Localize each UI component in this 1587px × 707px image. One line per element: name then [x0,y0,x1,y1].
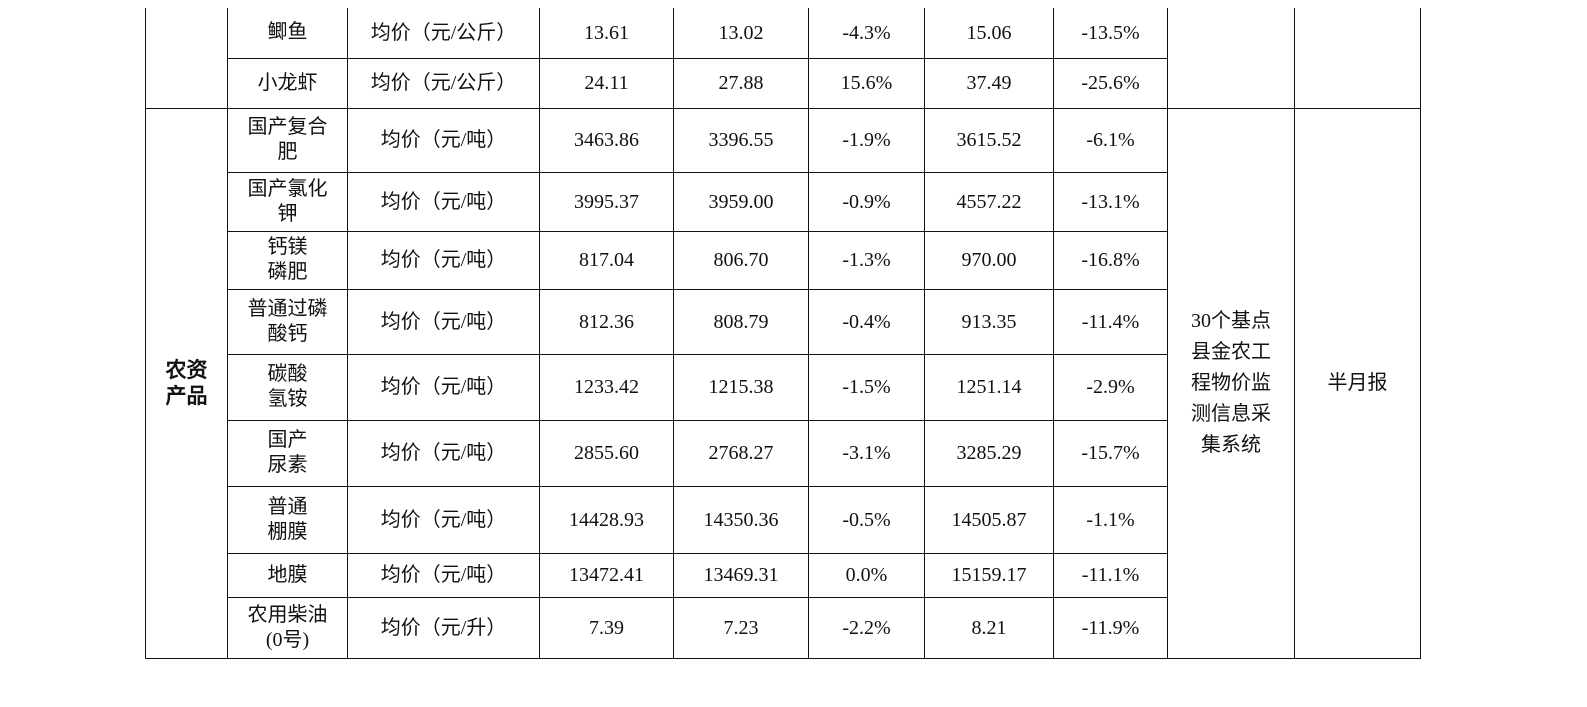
value-3: 1251.14 [924,353,1054,421]
unit-cell: 均价（元/吨） [347,419,540,487]
product-name: 鲫鱼 [227,8,348,59]
product-name: 国产复合肥 [227,107,348,173]
value-2: 1215.38 [673,353,809,421]
value-3: 15159.17 [924,552,1054,598]
product-name: 国产氯化钾 [227,171,348,232]
unit-cell: 均价（元/吨） [347,485,540,554]
change-2: -25.6% [1053,57,1168,109]
change-1: 15.6% [808,57,925,109]
unit-cell: 均价（元/公斤） [347,8,540,59]
product-name: 国产尿素 [227,419,348,487]
unit-cell: 均价（元/吨） [347,353,540,421]
change-1: -4.3% [808,8,925,59]
change-1: -1.5% [808,353,925,421]
value-3: 14505.87 [924,485,1054,554]
change-2: -13.1% [1053,171,1168,232]
change-2: -16.8% [1053,230,1168,290]
unit-cell: 均价（元/升） [347,596,540,659]
change-1: -0.5% [808,485,925,554]
value-2: 808.79 [673,288,809,355]
table-row: 钙镁磷肥 均价（元/吨） 817.04 806.70 -1.3% 970.00 -16.8% [146,230,1421,290]
change-2: -11.9% [1053,596,1168,659]
change-2: -2.9% [1053,353,1168,421]
data-source-cell [1167,8,1295,109]
value-1: 2855.60 [539,419,674,487]
change-2: -11.4% [1053,288,1168,355]
value-2: 3396.55 [673,107,809,173]
value-2: 2768.27 [673,419,809,487]
value-2: 13469.31 [673,552,809,598]
value-3: 4557.22 [924,171,1054,232]
value-1: 3463.86 [539,107,674,173]
value-1: 7.39 [539,596,674,659]
value-3: 37.49 [924,57,1054,109]
change-1: 0.0% [808,552,925,598]
value-3: 3285.29 [924,419,1054,487]
value-2: 13.02 [673,8,809,59]
change-2: -11.1% [1053,552,1168,598]
value-1: 3995.37 [539,171,674,232]
table-row: 农资产品 国产复合肥 均价（元/吨） 3463.86 3396.55 -1.9% 3615.… [145,107,1421,659]
value-2: 806.70 [673,230,809,290]
unit-cell: 均价（元/公斤） [347,57,540,109]
product-name: 农用柴油(0号) [227,596,348,659]
value-3: 970.00 [924,230,1054,290]
value-2: 27.88 [673,57,809,109]
value-3: 913.35 [924,288,1054,355]
table-row: 普通棚膜 均价（元/吨） 14428.93 14350.36 -0.5% 14505.87… [146,485,1421,554]
value-1: 13472.41 [539,552,674,598]
change-1: -2.2% [808,596,925,659]
unit-cell: 均价（元/吨） [347,552,540,598]
product-name: 普通过磷酸钙 [227,288,348,355]
change-1: -1.3% [808,230,925,290]
unit-cell: 均价（元/吨） [347,107,540,173]
value-2: 14350.36 [673,485,809,554]
change-2: -6.1% [1053,107,1168,173]
value-1: 812.36 [539,288,674,355]
value-1: 817.04 [539,230,674,290]
value-1: 24.11 [539,57,674,109]
frequency-cell [1294,8,1421,109]
category-cell [145,8,228,109]
value-1: 14428.93 [539,485,674,554]
value-2: 7.23 [673,596,809,659]
change-1: -3.1% [808,419,925,487]
price-table: 鲫鱼 均价（元/公斤） 13.61 13.02 -4.3% 15.06 -13.5% 小龙虾均… [145,8,1421,659]
unit-cell: 均价（元/吨） [347,288,540,355]
data-source-cell: 30个基点县金农工程物价监测信息采集系统 [1167,107,1295,659]
frequency-cell: 半月报 [1294,107,1421,659]
change-2: -15.7% [1053,419,1168,487]
product-name: 地膜 [227,552,348,598]
change-2: -1.1% [1053,485,1168,554]
change-1: -0.9% [808,171,925,232]
product-name: 碳酸氢铵 [227,353,348,421]
change-1: -0.4% [808,288,925,355]
change-1: -1.9% [808,107,925,173]
table-row: 国产尿素 均价（元/吨） 2855.60 2768.27 -3.1% 3285.29 -15… [146,419,1421,487]
value-2: 3959.00 [673,171,809,232]
value-1: 1233.42 [539,353,674,421]
product-name: 钙镁磷肥 [227,230,348,290]
change-2: -13.5% [1053,8,1168,59]
value-3: 8.21 [924,596,1054,659]
product-name: 小龙虾 [227,57,348,109]
table-row: 鲫鱼 均价（元/公斤） 13.61 13.02 -4.3% 15.06 -13.5% [145,8,1421,109]
category-cell: 农资产品 [145,107,228,659]
unit-cell: 均价（元/吨） [347,230,540,290]
table-row: 地膜 均价（元/吨） 13472.41 13469.31 0.0% 15159.17 -11… [146,552,1421,598]
value-3: 15.06 [924,8,1054,59]
product-name: 普通棚膜 [227,485,348,554]
table-row: 小龙虾 均价（元/公斤） 24.11 27.88 15.6% 37.49 -25.6% [146,57,1421,109]
value-3: 3615.52 [924,107,1054,173]
table-row: 碳酸氢铵 均价（元/吨） 1233.42 1215.38 -1.5% 1251.14 -2.… [146,353,1421,421]
unit-cell: 均价（元/吨） [347,171,540,232]
table-row: 农用柴油(0号) 均价（元/升） 7.39 7.23 -2.2% 8.21 -11.9% [146,596,1421,659]
value-1: 13.61 [539,8,674,59]
